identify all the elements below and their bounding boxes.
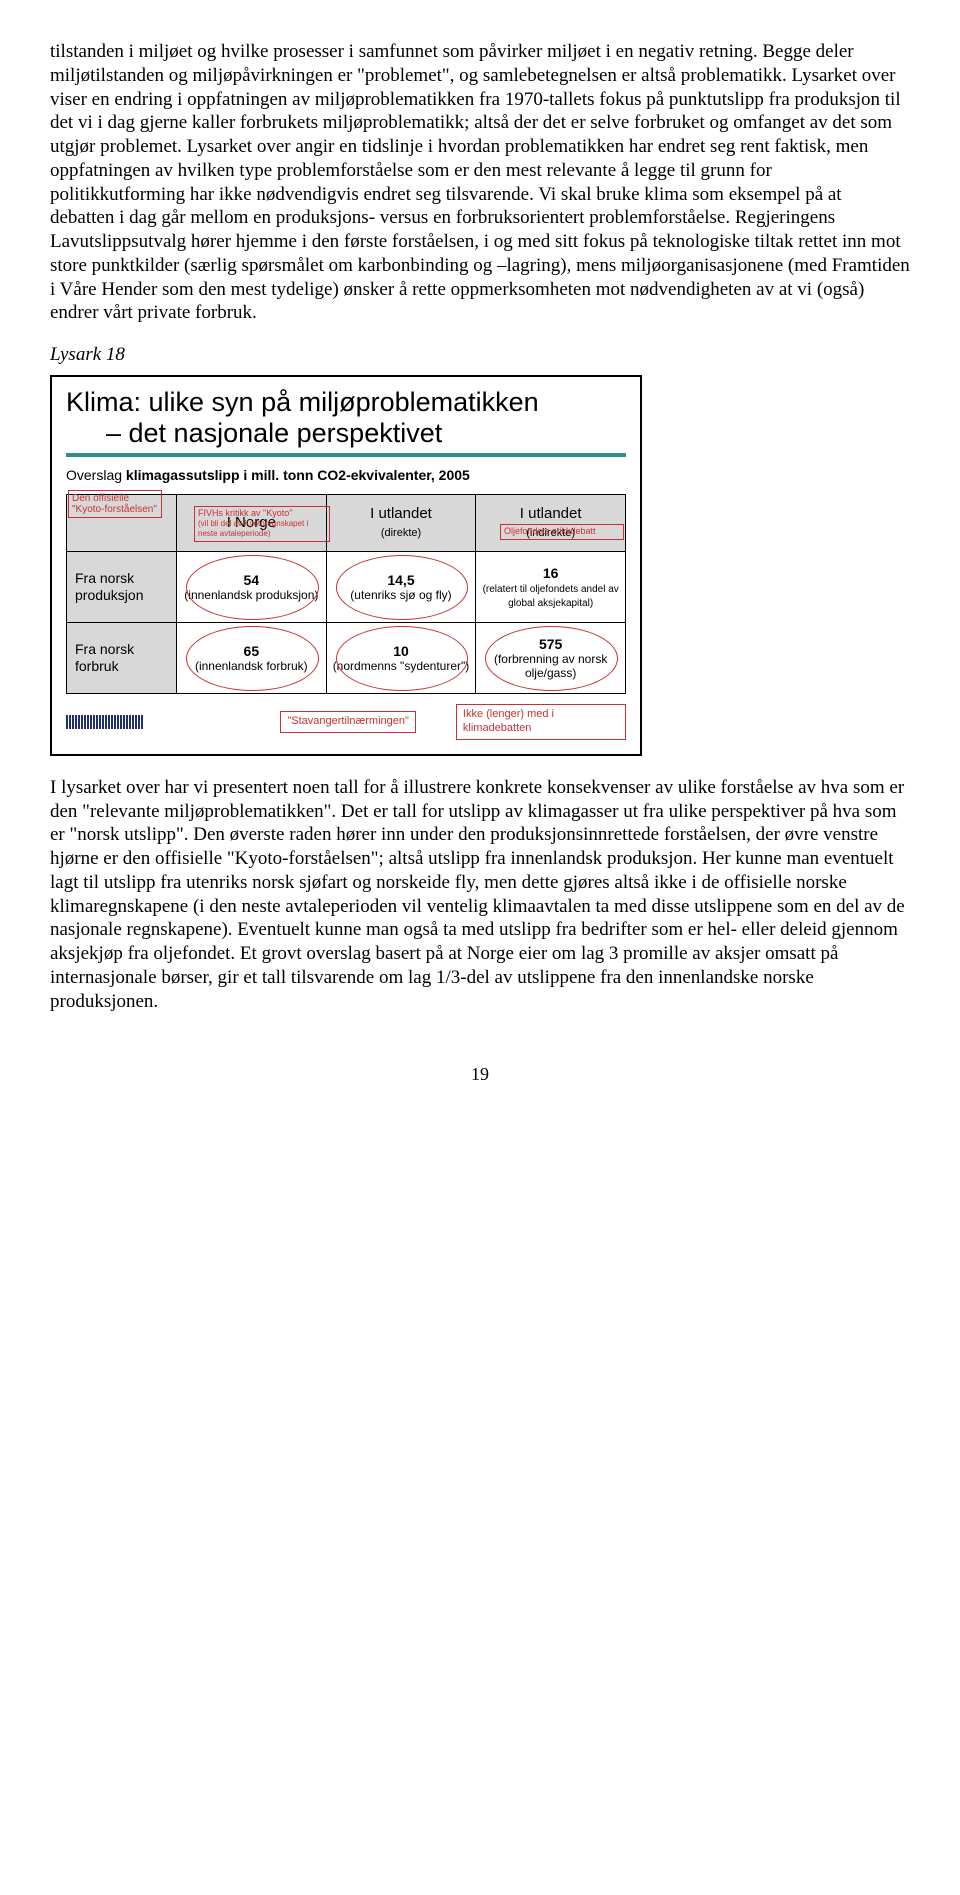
row-header-2: Fra norsk forbruk [67, 623, 177, 694]
col-header-2-sub: (direkte) [381, 527, 421, 539]
slide-title-line2: – det nasjonale perspektivet [66, 418, 626, 449]
cell-1-1-num: 54 [244, 572, 260, 588]
row-header-1: Fra norsk produksjon [67, 552, 177, 623]
cell-2-2-desc: (nordmenns "sydenturer") [333, 659, 470, 673]
redbox-fivh-line1: FIVHs kritikk av "Kyoto" [198, 508, 292, 518]
slide-title: Klima: ulike syn på miljøproblematikken … [66, 387, 626, 449]
cell-1-2-num: 14,5 [387, 572, 414, 588]
col-header-3-label: I utlandet [520, 505, 582, 522]
redbox-kyoto: Den offisielle "Kyoto-forståelsen" [68, 490, 162, 518]
cell-1-2: 14,5(utenriks sjø og fly) [326, 552, 476, 623]
table-wrap: I Norge I utlandet (direkte) I utlandet … [66, 494, 626, 694]
cell-1-3: 16 (relatert til oljefondets andel av glo… [476, 552, 626, 623]
col-header-2-label: I utlandet [370, 505, 432, 522]
col-header-2: I utlandet (direkte) [326, 495, 476, 552]
cell-1-1: 54(innenlandsk produksjon) [177, 552, 327, 623]
slide-footer-row: "Stavangertilnærmingen" Ikke (lenger) me… [66, 704, 626, 740]
cell-1-1-desc: (innenlandsk produksjon) [184, 588, 318, 602]
slide-divider [66, 453, 626, 457]
col-header-3: I utlandet (indirekte) [476, 495, 626, 552]
cell-1-3-desc: (relatert til oljefondets andel av globa… [483, 584, 619, 609]
cell-2-1-desc: (innenlandsk forbruk) [195, 659, 308, 673]
cell-2-1-num: 65 [244, 643, 260, 659]
cell-2-1: 65(innenlandsk forbruk) [177, 623, 327, 694]
slide-klima: Klima: ulike syn på miljøproblematikken … [50, 375, 642, 756]
redbox-stavanger: "Stavangertilnærmingen" [280, 711, 416, 733]
slide-logo [66, 715, 143, 729]
page-number: 19 [50, 1063, 910, 1086]
cell-2-2-num: 10 [393, 643, 409, 659]
lysark-label: Lysark 18 [50, 343, 910, 367]
slide-title-line1: Klima: ulike syn på miljøproblematikken [66, 387, 539, 417]
cell-1-2-desc: (utenriks sjø og fly) [350, 588, 451, 602]
slide-subtitle-prefix: Overslag [66, 467, 126, 483]
body-paragraph-2: I lysarket over har vi presentert noen t… [50, 776, 910, 1014]
body-paragraph-1: tilstanden i miljøet og hvilke prosesser… [50, 40, 910, 325]
cell-1-3-num: 16 [543, 565, 559, 581]
cell-2-3-desc: (forbrenning av norsk olje/gass) [494, 652, 607, 680]
redbox-fivh: FIVHs kritikk av "Kyoto" (vil bli del av… [194, 506, 330, 542]
cell-2-2: 10(nordmenns "sydenturer") [326, 623, 476, 694]
slide-subtitle: Overslag klimagassutslipp i mill. tonn C… [66, 467, 626, 485]
cell-2-3: 575(forbrenning av norsk olje/gass) [476, 623, 626, 694]
redbox-fivh-line2: (vil bli del av Kyotoregnskapet i neste … [198, 519, 308, 538]
slide-subtitle-bold: klimagassutslipp i mill. tonn CO2-ekviva… [126, 467, 470, 483]
cell-2-3-num: 575 [539, 636, 562, 652]
redbox-etikk: Oljefondets etikkdebatt [500, 524, 624, 540]
redbox-ikke-lenger: Ikke (lenger) med i klimadebatten [456, 704, 626, 740]
